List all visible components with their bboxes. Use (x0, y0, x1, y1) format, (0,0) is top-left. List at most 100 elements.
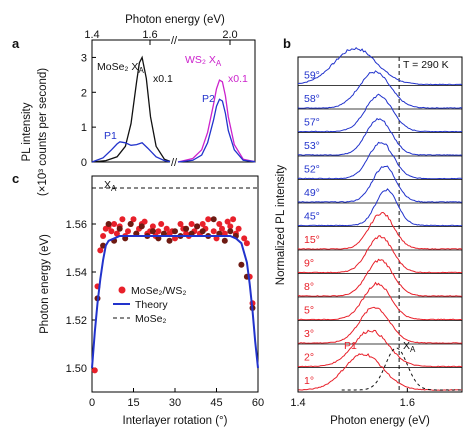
panel-b-angle-label: 1° (304, 375, 314, 387)
panel-c-point (155, 228, 162, 235)
panel-a-xtick-2.0: 2.0 (222, 29, 237, 41)
panel-a-break-top: // (171, 35, 178, 47)
panel-c-point (172, 228, 178, 235)
panel-b-spectrum-12 (297, 329, 463, 368)
panel-a-mose2-scale: x0.1 (153, 73, 173, 85)
panel-c: c 0 15 30 45 60 1.50 1.52 1.54 1.56 Interlayer r… (12, 171, 264, 427)
panel-b-curves: 59° 58° 57° 53° 52° 49° 45° 15° 9° 8° 5° 3° 2° 1° (297, 46, 463, 392)
panel-b-xtick-label: 1.6 (400, 397, 415, 409)
panel-b-angle-label: 3° (304, 328, 314, 340)
panel-b-ylabel: Normalized PL intensity (275, 165, 287, 286)
panel-c-ticks: 0 15 30 45 60 1.50 1.52 1.54 1.56 (66, 219, 265, 409)
panel-a-series-3 (177, 98, 256, 163)
panel-c-point (238, 261, 245, 268)
panel-b-spectrum-11 (298, 306, 463, 344)
panel-c-legend: MoSe₂/WS₂ Theory MoSe₂ (113, 285, 186, 325)
panel-c-xa-label: XA (104, 179, 117, 193)
panel-b-angle-label: 57° (304, 117, 320, 129)
panel-c-point (199, 221, 206, 227)
panel-b-ticks: 1.4 1.6 (290, 388, 415, 409)
panel-c-ytick-label: 1.54 (66, 267, 87, 279)
panel-b-spectrum-1 (297, 70, 463, 109)
panel-c-point (205, 216, 212, 223)
panel-c-point (230, 216, 237, 223)
panel-b-temperature: T = 290 K (403, 59, 449, 71)
panel-a-xlabel: Photon energy (eV) (125, 14, 225, 26)
legend-label-mose2: MoSe₂ (135, 313, 167, 325)
panel-c-point (216, 221, 223, 227)
panel-c-point (105, 221, 112, 227)
panel-a-ws2-label: WS₂ XA (185, 54, 222, 68)
panel-b-spectrum-2 (297, 93, 463, 133)
panel-b-angle-label: 8° (304, 281, 314, 293)
panel-b-spectrum-13 (297, 353, 463, 391)
panel-c-xlabel: Interlayer rotation (°) (123, 415, 228, 427)
panel-b-frame (297, 56, 463, 393)
panel-b-angle-label: 5° (304, 305, 314, 317)
panel-b-spectrum-5 (297, 165, 463, 203)
panel-c-point (199, 228, 206, 235)
panel-a-ws2-scale: x0.1 (228, 73, 248, 85)
panel-b-angle-label: 45° (304, 211, 320, 223)
panel-c-xtick-label: 45 (210, 397, 222, 409)
panel-c-point (210, 228, 217, 235)
panel-b-angle-label: 49° (304, 187, 320, 199)
legend-label-mose2ws2: MoSe₂/WS₂ (131, 285, 186, 297)
panel-c-point (113, 230, 120, 237)
legend-label-theory: Theory (135, 299, 168, 311)
panel-a-curves (91, 55, 256, 163)
panel-a-break-bottom: // (171, 157, 178, 169)
panel-b-angle-label: 59° (304, 70, 320, 82)
panel-b-label: b (283, 36, 291, 51)
panel-c-point (100, 233, 107, 239)
panel-b: b 59° 58° 57° 53° 52° 49° 45° 15° 9° 8° 5° 3° 2° 1° T… (275, 36, 463, 427)
panel-a-p2-label: P2 (202, 93, 215, 105)
panel-b-spectrum-10 (298, 281, 463, 321)
panel-c-point (221, 237, 228, 244)
panel-a-p1-label: P1 (104, 130, 117, 142)
panel-c-point (227, 223, 234, 230)
panel-b-mose2-ref (341, 347, 462, 391)
legend-dot-icon (118, 286, 126, 294)
panel-c-point (163, 225, 170, 232)
panel-a-xtick-1.6: 1.6 (142, 29, 157, 41)
panel-c-point (141, 218, 148, 225)
panel-a-series-1 (91, 141, 171, 163)
panel-b-spectrum-7 (297, 211, 463, 250)
panel-c-point (224, 218, 231, 225)
panel-b-xlabel: Photon energy (eV) (330, 415, 430, 427)
panel-c-point (149, 228, 156, 235)
panel-a-mose2-label: MoSe₂ XA (97, 61, 144, 75)
panel-c-ytick-label: 1.50 (66, 363, 87, 375)
panel-c-point (149, 223, 156, 230)
panel-c-point (130, 216, 137, 223)
panel-c-point (97, 247, 104, 254)
panel-c-point (108, 228, 115, 235)
panel-a-series-0 (91, 55, 171, 163)
panel-c-point (241, 235, 248, 242)
panel-c-xtick-label: 0 (89, 397, 95, 409)
panel-a-series-2 (177, 79, 256, 163)
panel-c-point (235, 225, 242, 232)
panel-a-break-top-gap (170, 35, 178, 45)
panel-c-ytick-label: 1.56 (66, 219, 87, 231)
panel-a: a Photon energy (eV) PL intensity (×10³ … (12, 14, 256, 196)
panel-c-point (138, 223, 145, 230)
panel-b-spectrum-6 (297, 188, 463, 227)
panel-c-point (188, 221, 195, 227)
panel-b-angle-label: 53° (304, 140, 320, 152)
panel-c-frame (91, 175, 259, 393)
panel-c-ytick-label: 1.52 (66, 315, 87, 327)
panel-c-point (183, 225, 190, 232)
panel-c-point (127, 221, 134, 227)
panel-a-yticks: 0 1 2 3 (81, 52, 96, 169)
panel-c-point (227, 228, 234, 235)
panel-c-marks (91, 187, 259, 374)
panel-b-spectrum-9 (297, 258, 463, 297)
panel-a-frame (91, 39, 256, 163)
panel-c-xtick-label: 30 (169, 397, 181, 409)
panel-a-ylabel-units: (×10³ counts per second) (37, 68, 49, 196)
panel-c-point (111, 221, 118, 227)
panel-a-ytick-label: 1 (81, 122, 87, 134)
panel-c-xtick-label: 15 (127, 397, 139, 409)
